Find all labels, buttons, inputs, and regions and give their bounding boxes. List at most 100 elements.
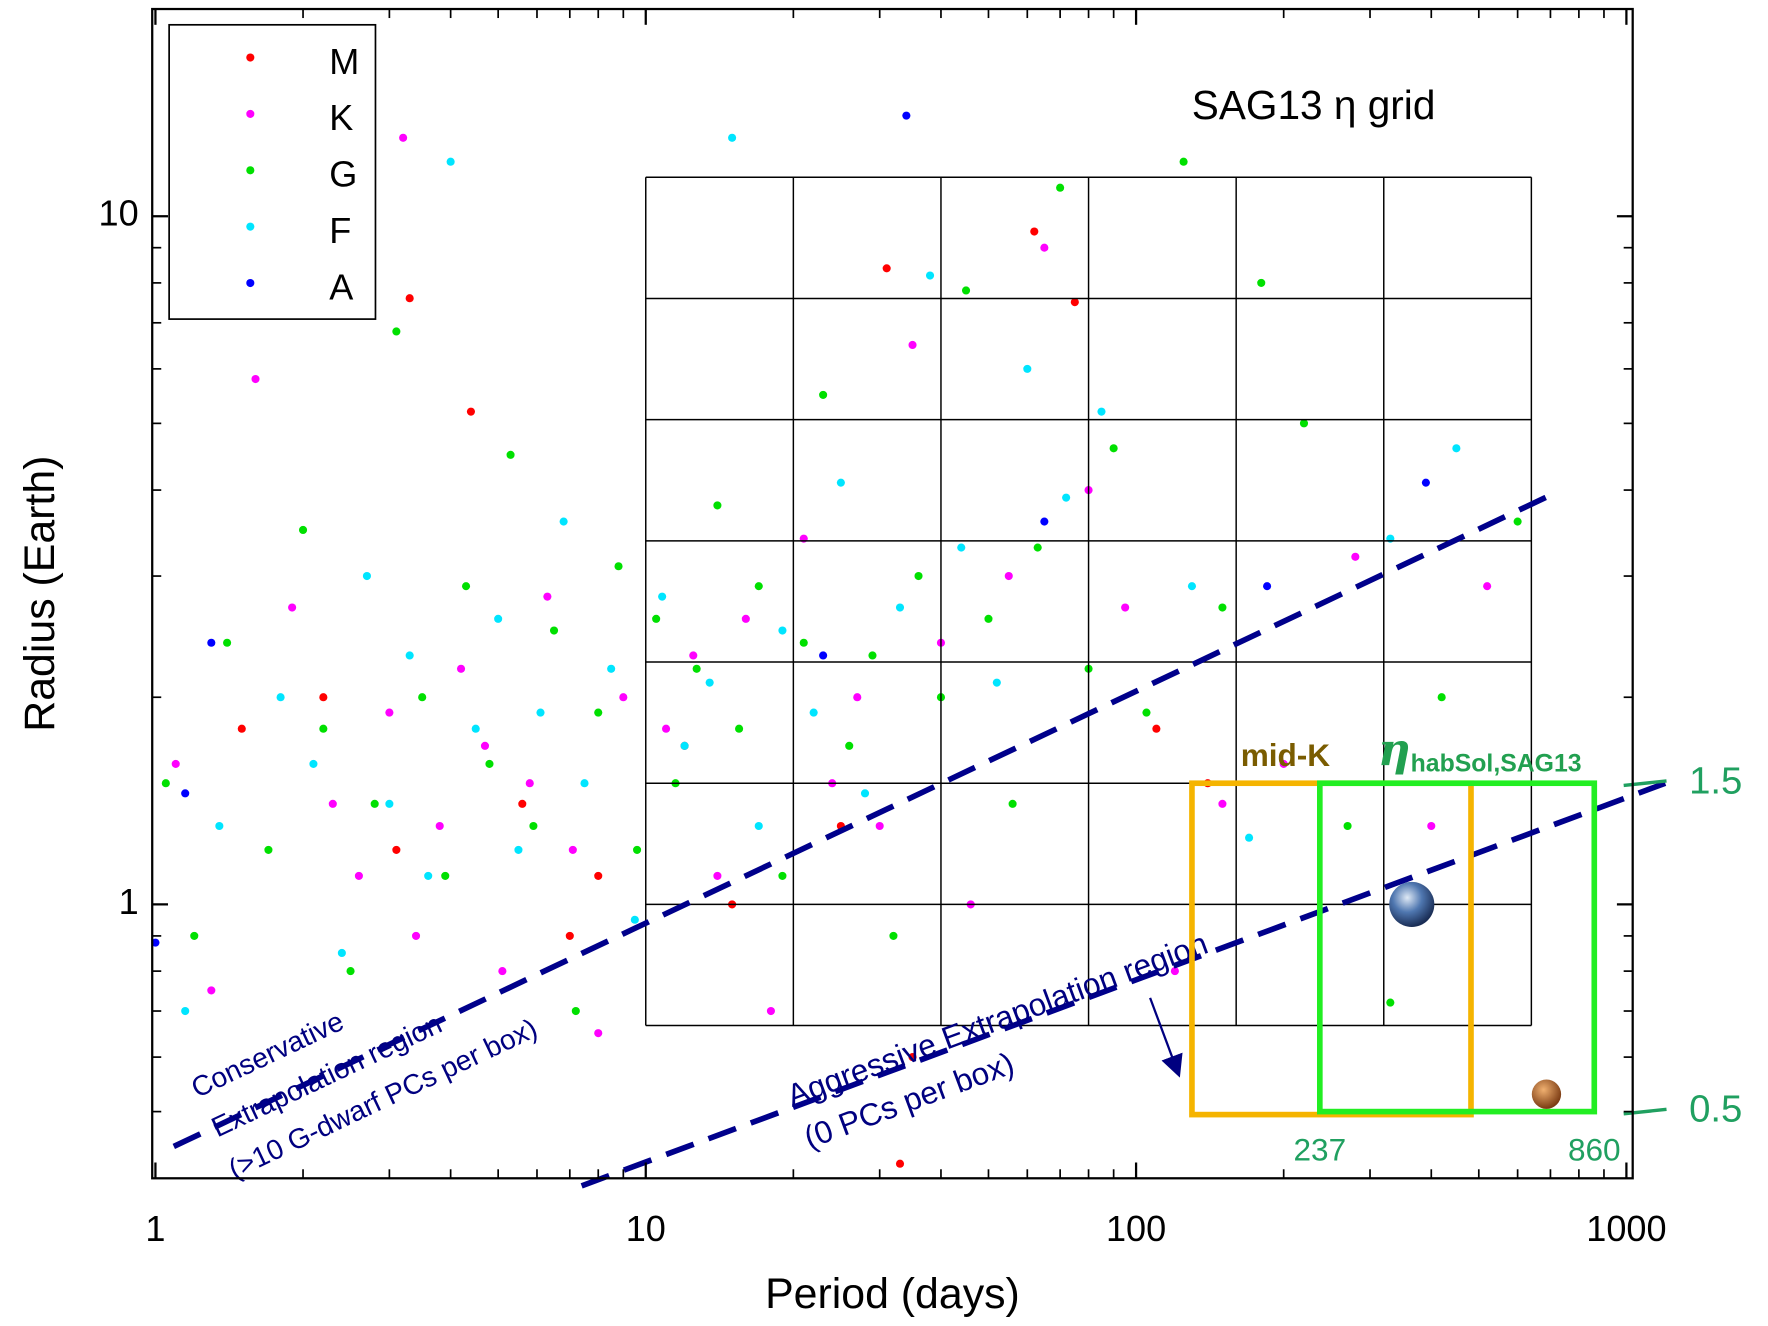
point — [181, 1006, 190, 1016]
point — [1070, 298, 1079, 307]
point — [1263, 582, 1272, 591]
point — [594, 708, 603, 717]
point — [1040, 517, 1049, 526]
point — [446, 157, 455, 166]
box-y-label: 0.5 — [1689, 1088, 1742, 1131]
legend-label: K — [329, 97, 353, 138]
point — [594, 871, 603, 880]
point — [809, 708, 818, 717]
y-axis-label: Radius (Earth) — [16, 456, 64, 732]
box-y-label: 1.5 — [1689, 759, 1742, 802]
point — [514, 845, 523, 854]
point — [735, 724, 744, 733]
point — [1170, 967, 1179, 976]
legend-marker — [246, 53, 255, 62]
point — [207, 986, 216, 995]
point — [385, 708, 394, 717]
point — [485, 759, 494, 768]
point — [889, 931, 898, 940]
point — [328, 799, 337, 808]
point — [1187, 582, 1197, 591]
point — [902, 111, 911, 120]
point — [853, 693, 862, 702]
point — [1437, 693, 1446, 702]
legend-box — [168, 23, 377, 320]
point — [1218, 603, 1227, 612]
legend-label: M — [329, 41, 359, 82]
eta-subscript: habSol,SAG13 — [1411, 750, 1582, 777]
point — [1008, 799, 1017, 808]
point — [799, 638, 808, 647]
point — [1452, 444, 1461, 453]
point — [1483, 582, 1492, 591]
point — [778, 871, 787, 880]
point — [689, 651, 698, 660]
point — [1245, 833, 1254, 842]
point — [875, 821, 884, 831]
point — [151, 938, 160, 947]
earth — [1389, 881, 1435, 927]
point — [370, 799, 379, 808]
point — [568, 845, 577, 854]
point — [1097, 407, 1106, 416]
point — [925, 271, 935, 280]
point — [506, 450, 515, 459]
point — [171, 759, 180, 768]
point — [633, 845, 642, 854]
point — [405, 651, 414, 660]
y-tick-label: 1 — [119, 881, 139, 922]
point — [895, 603, 905, 612]
point — [1030, 227, 1039, 236]
point — [215, 821, 224, 831]
point — [529, 821, 538, 831]
point — [680, 741, 689, 750]
points-layer — [151, 111, 1522, 1168]
x-tick-label: 100 — [1106, 1208, 1166, 1249]
mars — [1531, 1079, 1562, 1109]
box-x-label: 237 — [1293, 1132, 1346, 1168]
point — [405, 294, 414, 303]
point — [652, 614, 661, 623]
point — [908, 340, 917, 350]
point — [435, 821, 444, 831]
point — [1351, 552, 1360, 561]
point — [845, 741, 854, 750]
point — [895, 1159, 905, 1168]
x-tick-label: 10 — [626, 1208, 666, 1249]
point — [549, 626, 559, 635]
point — [1152, 724, 1161, 733]
point — [392, 327, 401, 336]
point — [494, 614, 503, 623]
point — [1513, 517, 1522, 526]
point — [1121, 603, 1130, 612]
arrow — [1149, 997, 1183, 1078]
point — [819, 651, 828, 660]
point — [1386, 998, 1395, 1007]
point — [741, 614, 750, 623]
point — [992, 678, 1001, 687]
point — [223, 638, 232, 647]
point — [1040, 243, 1049, 252]
point — [914, 571, 923, 581]
point — [319, 693, 328, 702]
point — [337, 948, 346, 958]
box-x-label: 860 — [1568, 1132, 1621, 1168]
point — [836, 478, 845, 487]
point — [1279, 759, 1288, 768]
plot-frame — [151, 7, 1634, 1180]
box-y-tick — [1623, 779, 1667, 788]
conservative-line — [172, 490, 1557, 1149]
point — [658, 592, 667, 601]
point — [525, 779, 534, 788]
point — [1109, 444, 1118, 453]
point — [498, 967, 507, 976]
point — [713, 871, 722, 880]
point — [418, 693, 427, 702]
point — [580, 779, 589, 788]
x-tick-label: 1 — [145, 1208, 165, 1249]
point — [819, 390, 828, 399]
point — [264, 845, 273, 854]
